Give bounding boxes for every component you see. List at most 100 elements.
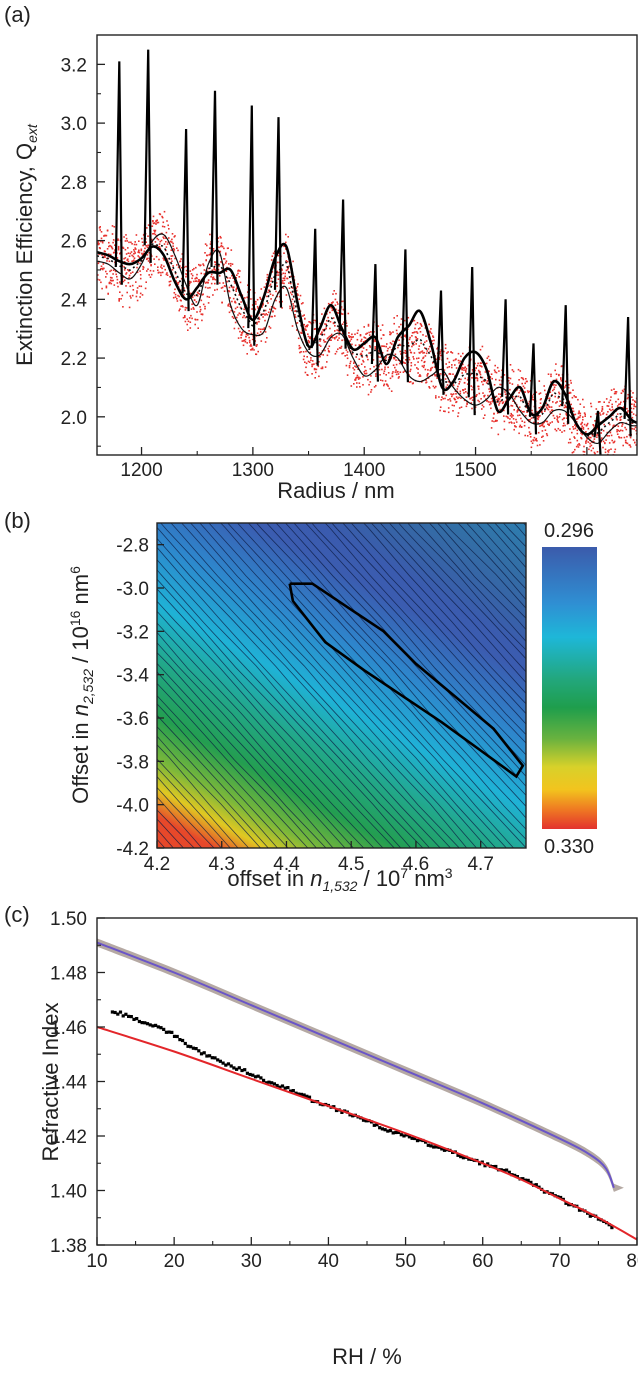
scatter-point <box>225 254 227 256</box>
scatter-point <box>614 441 616 443</box>
scatter-point <box>491 373 493 375</box>
scatter-point <box>169 284 171 286</box>
scatter-point <box>591 450 593 452</box>
scatter-point <box>510 378 512 380</box>
scatter-point <box>353 383 355 385</box>
scatter-point <box>270 298 272 300</box>
scatter-point <box>423 367 425 369</box>
scatter-point <box>449 362 451 364</box>
scatter-point <box>447 367 449 369</box>
scatter-point <box>399 363 401 365</box>
scatter-point <box>190 281 192 283</box>
scatter-point <box>427 375 429 377</box>
scatter-point <box>227 247 229 249</box>
scatter-point <box>583 446 585 448</box>
scatter-point <box>556 419 558 421</box>
scatter-point <box>206 245 208 247</box>
scatter-point <box>319 356 321 358</box>
scatter-point <box>287 278 289 280</box>
scatter-point <box>202 313 204 315</box>
scatter-point <box>329 346 331 348</box>
scatter-point <box>564 417 566 419</box>
scatter-point <box>182 306 184 308</box>
scatter-point <box>118 248 120 250</box>
scatter-point <box>438 396 440 398</box>
scatter-point <box>236 317 238 319</box>
scatter-point <box>147 254 149 256</box>
y-tick-label: -3.4 <box>116 666 149 687</box>
scatter-point <box>293 305 295 307</box>
scatter-point <box>359 386 361 388</box>
scatter-point <box>520 425 522 427</box>
scatter-point <box>157 266 159 268</box>
scatter-point <box>480 398 482 400</box>
scatter-point <box>632 392 634 394</box>
scatter-point <box>478 388 480 390</box>
scatter-point <box>118 246 120 248</box>
scatter-point <box>523 411 525 413</box>
scatter-point <box>197 327 199 329</box>
scatter-point <box>412 356 414 358</box>
scatter-point <box>141 250 143 252</box>
scatter-point <box>375 375 377 377</box>
scatter-point <box>112 280 114 282</box>
scatter-point <box>592 448 594 450</box>
scatter-point <box>229 277 231 279</box>
scatter-point <box>581 422 583 424</box>
scatter-point <box>257 351 259 353</box>
scatter-point <box>306 363 308 365</box>
scatter-point <box>155 234 157 236</box>
scatter-point <box>283 273 285 275</box>
scatter-point <box>537 422 539 424</box>
scatter-point <box>482 384 484 386</box>
scatter-point <box>267 314 269 316</box>
scatter-point <box>588 449 590 451</box>
scatter-point <box>122 306 124 308</box>
scatter-point <box>611 406 613 408</box>
scatter-point <box>341 301 343 303</box>
scatter-point <box>529 419 531 421</box>
scatter-point <box>107 248 109 250</box>
scatter-point <box>269 326 271 328</box>
scatter-point <box>564 430 566 432</box>
scatter-point <box>258 321 260 323</box>
scatter-point <box>323 339 325 341</box>
scatter-point <box>151 274 153 276</box>
y-tick-label: 3.2 <box>61 55 87 76</box>
scatter-point <box>99 279 101 281</box>
scatter-point <box>398 339 400 341</box>
resonance-spike <box>212 91 218 285</box>
scatter-point <box>584 451 586 453</box>
scatter-point <box>352 367 354 369</box>
scatter-point <box>607 435 609 437</box>
scatter-point <box>622 391 624 393</box>
scatter-point <box>411 335 413 337</box>
scatter-point <box>381 338 383 340</box>
scatter-point <box>300 295 302 297</box>
scatter-point <box>612 409 614 411</box>
scatter-point <box>509 382 511 384</box>
scatter-point <box>352 336 354 338</box>
scatter-point <box>185 266 187 268</box>
scatter-point <box>457 388 459 390</box>
scatter-point <box>493 421 495 423</box>
scatter-point <box>464 378 466 380</box>
scatter-point <box>220 237 222 239</box>
scatter-point <box>603 412 605 414</box>
scatter-point <box>610 432 612 434</box>
scatter-point <box>136 296 138 298</box>
scatter-point <box>605 439 607 441</box>
scatter-point <box>183 294 185 296</box>
data-point <box>135 1017 138 1020</box>
scatter-point <box>196 274 198 276</box>
scatter-point <box>219 275 221 277</box>
scatter-point <box>355 356 357 358</box>
scatter-point <box>357 332 359 334</box>
scatter-point <box>463 390 465 392</box>
scatter-point <box>591 406 593 408</box>
scatter-point <box>175 294 177 296</box>
scatter-point <box>569 428 571 430</box>
scatter-point <box>315 372 317 374</box>
scatter-point <box>289 306 291 308</box>
scatter-point <box>245 317 247 319</box>
